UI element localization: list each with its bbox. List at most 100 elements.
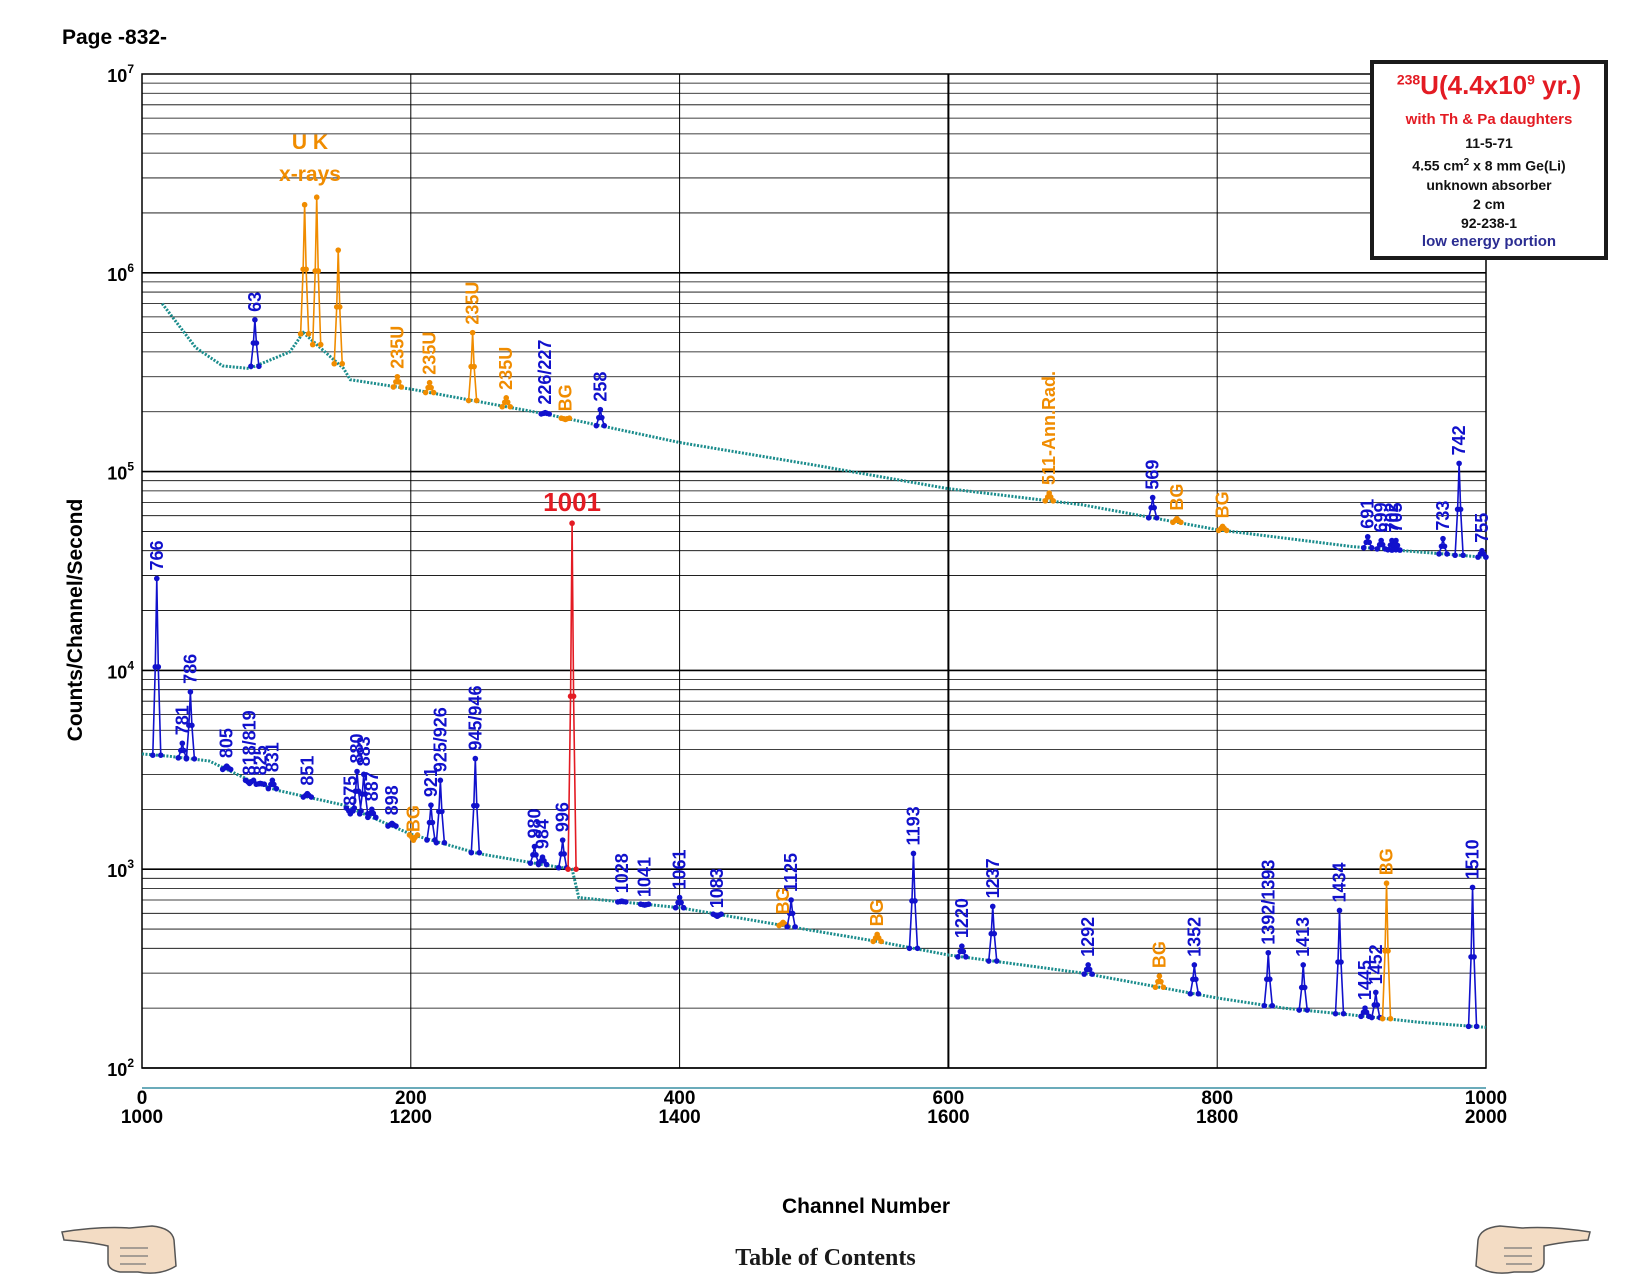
lower-peak-point <box>1387 1015 1394 1022</box>
lower-peak-point <box>149 752 156 759</box>
lower-peak-point <box>573 866 579 872</box>
lower-peak-point <box>1158 978 1164 985</box>
upper-peak-label: 235U <box>496 347 516 390</box>
lower-peak-label: 875 <box>340 776 360 806</box>
lower-peak-point <box>273 785 280 792</box>
upper-peak-point <box>339 360 346 367</box>
upper-peak-point <box>253 340 260 346</box>
upper-peak-label: BG <box>1167 484 1187 511</box>
lower-peak-point <box>531 843 538 850</box>
lower-peak-label: 1041 <box>635 857 655 897</box>
lower-peak-point <box>1336 907 1343 914</box>
previous-page-hand-icon[interactable] <box>60 1218 190 1278</box>
lower-peak-point <box>468 849 475 856</box>
next-page-hand-icon[interactable] <box>1462 1218 1592 1278</box>
lower-peak-label: 825 <box>250 745 270 775</box>
lower-peak-point <box>1473 1023 1480 1030</box>
lower-peak-point <box>555 864 562 871</box>
lower-peak-point <box>985 958 992 964</box>
upper-peak-point <box>315 268 322 274</box>
lower-peak-point <box>261 781 268 788</box>
lower-peak-point <box>1372 989 1379 996</box>
lower-peak-point <box>1296 1007 1303 1013</box>
upper-peak-point <box>1444 551 1450 557</box>
upper-peak-point <box>305 331 312 337</box>
lower-peak-point <box>784 924 790 930</box>
upper-peak-label: 235U <box>420 332 440 375</box>
lower-peak-point <box>1081 971 1087 977</box>
lower-peak-label: 831 <box>262 742 282 772</box>
lower-peak-point <box>189 722 195 729</box>
y-axis-label: Counts/Channel/Second <box>64 499 87 742</box>
upper-peak-point <box>1440 535 1446 542</box>
upper-peak-point <box>546 411 552 417</box>
lower-peak-point <box>250 777 257 784</box>
lower-peak-point <box>428 802 434 808</box>
lower-peak-label: 1392/1393 <box>1258 860 1278 945</box>
upper-peak-point <box>469 329 476 336</box>
upper-peak-point <box>1374 546 1380 552</box>
upper-peak-point <box>1223 527 1230 534</box>
lower-peak-point <box>181 747 187 754</box>
lower-peak-label: 1352 <box>1184 917 1204 957</box>
upper-peak-point <box>1441 543 1448 550</box>
upper-spectrum-baseline <box>161 302 1487 559</box>
legend-absorber: unknown absorber <box>1426 176 1552 193</box>
upper-peak-point <box>1050 498 1056 504</box>
lower-peak-label: 1445 <box>1355 960 1375 1000</box>
legend-distance: 2 cm <box>1473 195 1505 212</box>
lower-peak-label: 805 <box>217 728 237 758</box>
x-bottom-tick-label: 1600 <box>927 1107 969 1128</box>
lower-peak-label: 984 <box>533 819 553 849</box>
lower-peak-point <box>561 851 567 857</box>
upper-peak-point <box>1393 537 1399 544</box>
lower-peak-point <box>1269 1002 1276 1009</box>
lower-peak-label: 1237 <box>983 858 1003 898</box>
lower-peak-label: 1028 <box>612 853 632 893</box>
upper-peak-point <box>1452 552 1458 559</box>
lower-peak-label: 921 <box>421 767 441 797</box>
lower-peak-label: 996 <box>553 802 573 832</box>
lower-peak-point <box>373 814 379 821</box>
upper-peak-label: 742 <box>1449 425 1469 455</box>
lower-peak-point <box>354 768 360 775</box>
lower-peak-point <box>559 837 566 843</box>
lower-peak-label: 786 <box>180 654 200 684</box>
lower-peak-label: 1001 <box>543 487 601 517</box>
lower-peak-point <box>1301 984 1308 991</box>
lower-peak-point <box>414 832 421 838</box>
axes: 102 103 104 105 106 107 0 200 400 600 800 1000 1000 1… <box>107 62 1507 1128</box>
lower-peak-point <box>472 755 479 762</box>
y-tick-label: 105 <box>107 460 134 484</box>
lower-peak-label: BG <box>1149 941 1169 968</box>
lower-peak-point <box>1191 962 1198 968</box>
upper-peak-label: 702 <box>1382 502 1402 532</box>
upper-peak-point <box>503 395 510 401</box>
lower-peak-point <box>1152 984 1159 991</box>
upper-peak-point <box>426 379 433 386</box>
lower-peak-point <box>989 903 996 910</box>
lower-peak-point <box>153 575 160 582</box>
lower-peak-point <box>365 814 371 821</box>
upper-peak-point <box>507 403 514 410</box>
y-tick-label: 103 <box>107 857 134 881</box>
upper-peak-label: 733 <box>1433 501 1453 531</box>
upper-peak-point <box>428 384 434 391</box>
table-of-contents-link[interactable]: Table of Contents <box>735 1245 916 1271</box>
lower-peak-point <box>308 794 315 800</box>
upper-peak-label: BG <box>1213 491 1233 518</box>
lower-peak-point <box>914 945 921 952</box>
upper-peak-point <box>471 363 477 370</box>
upper-peak-point <box>394 373 401 380</box>
upper-peak-point <box>1149 494 1156 501</box>
lower-peak-label: 1083 <box>707 868 727 908</box>
lower-peak-point <box>1086 966 1093 973</box>
lower-peak-point <box>1085 962 1091 968</box>
lower-peak-point <box>474 802 480 809</box>
annotation-label: U K <box>292 131 328 154</box>
page-label: Page -832- <box>62 26 168 49</box>
lower-peak-point <box>429 819 436 826</box>
upper-peak-point <box>1379 541 1386 548</box>
y-tick-label: 102 <box>107 1056 134 1080</box>
lower-peak-point <box>963 954 969 960</box>
